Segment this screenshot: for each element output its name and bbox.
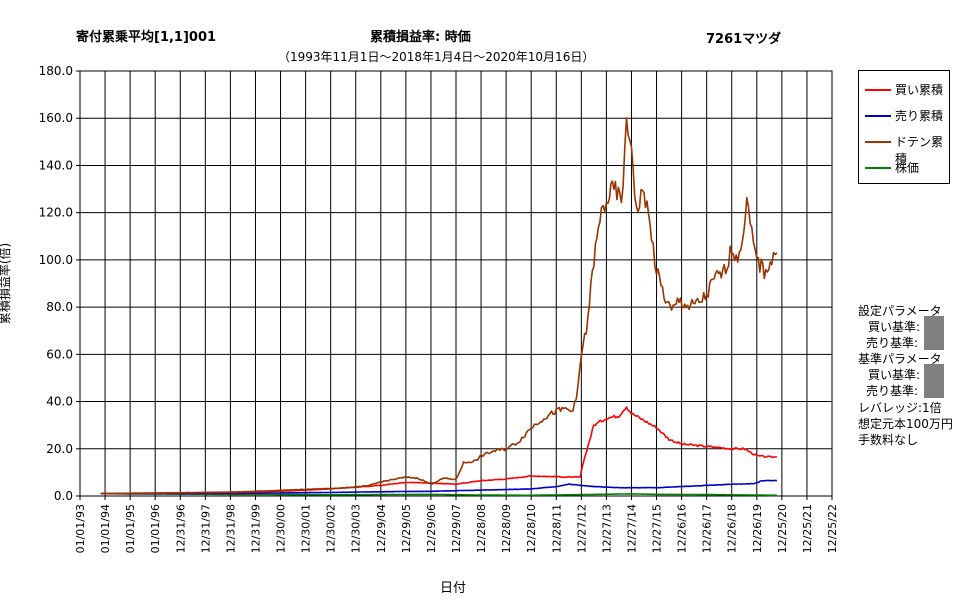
legend-item-doten: ドテン累積 [865,133,949,166]
x-tick-label: 12/28/10 [525,504,538,553]
legend-item-price: 株価 [865,159,949,175]
setting-params-mask [924,316,944,350]
x-tick-label: 12/29/04 [375,504,388,553]
y-tick-label: 20.0 [46,442,73,456]
x-tick-label: 12/31/96 [174,504,187,553]
x-tick-label: 01/01/94 [99,504,112,553]
setting-params-title: 設定パラメータ [858,304,942,318]
x-tick-label: 12/31/98 [224,504,237,553]
legend-label-doten: ドテン累積 [895,135,944,166]
capital-text: 想定元本100万円 [858,417,953,431]
chart-legend: 買い累積 売り累積 ドテン累積 株価 [858,70,950,184]
y-tick-label: 80.0 [46,300,73,314]
legend-swatch-buy [865,89,891,91]
x-tick-label: 01/01/96 [149,504,162,553]
legend-swatch-price [865,167,891,169]
x-tick-label: 12/28/09 [500,504,513,553]
x-tick-label: 12/30/03 [350,504,363,553]
ticker-name: 7261マツダ [706,32,782,47]
setting-sell-label: 売り基準: [866,336,919,350]
legend-label-buy: 買い累積 [895,83,944,97]
x-tick-label: 12/29/07 [450,504,463,553]
legend-swatch-sell [865,115,891,117]
series-line-price [100,492,777,497]
y-axis-label: 累積損益率(倍) [0,242,13,325]
x-tick-label: 12/28/11 [550,504,563,553]
legend-label-price: 株価 [895,161,920,175]
legend-item-buy: 買い累積 [865,81,949,97]
y-tick-label: 140.0 [39,158,73,172]
leverage-text: レバレッジ:1倍 [858,401,942,415]
period-subtitle: （1993年11月1日～2018年1月4日～2020年10月16日） [278,50,595,64]
x-tick-label: 12/26/19 [751,504,764,553]
x-tick-label: 01/01/95 [124,504,137,553]
y-tick-label: 160.0 [39,111,73,125]
x-tick-label: 12/30/02 [325,504,338,553]
x-tick-label: 12/29/06 [425,504,438,553]
x-tick-label: 12/27/14 [625,504,638,553]
y-tick-label: 180.0 [39,64,73,78]
base-params-mask [924,364,944,398]
y-tick-label: 100.0 [39,253,73,267]
x-tick-label: 12/27/15 [651,504,664,553]
x-tick-label: 12/26/16 [676,504,689,553]
x-tick-label: 12/29/05 [400,504,413,553]
fee-text: 手数料なし [858,433,919,447]
x-tick-label: 12/25/22 [826,504,839,553]
x-tick-label: 12/25/20 [776,504,789,553]
y-tick-label: 40.0 [46,395,73,409]
x-tick-label: 12/26/18 [726,504,739,553]
x-tick-label: 12/31/97 [199,504,212,553]
y-tick-label: 120.0 [39,206,73,220]
x-tick-label: 01/01/93 [74,504,87,553]
y-tick-label: 60.0 [46,347,73,361]
legend-label-sell: 売り累積 [895,109,944,123]
x-tick-label: 12/28/08 [475,504,488,553]
strategy-title: 寄付累乗平均[1,1]001 [76,30,217,45]
setting-buy-label: 買い基準: [868,320,921,334]
x-tick-label: 12/25/21 [801,504,814,553]
base-sell-label: 売り基準: [866,384,919,398]
x-tick-label: 12/26/17 [701,504,714,553]
series-line-doten [100,117,778,495]
x-tick-label: 12/30/00 [275,504,288,553]
x-tick-label: 12/27/13 [600,504,613,553]
chart-title: 累積損益率: 時価 [370,30,471,45]
x-tick-label: 12/30/01 [300,504,313,553]
x-axis-label: 日付 [440,581,467,596]
x-tick-label: 12/31/99 [249,504,262,553]
legend-swatch-doten [865,141,891,143]
y-tick-label: 0.0 [54,489,73,503]
legend-item-sell: 売り累積 [865,107,949,123]
base-buy-label: 買い基準: [868,368,921,382]
x-tick-label: 12/27/12 [575,504,588,553]
series-line-sell [100,479,778,495]
base-params-title: 基準パラメータ [858,352,942,366]
